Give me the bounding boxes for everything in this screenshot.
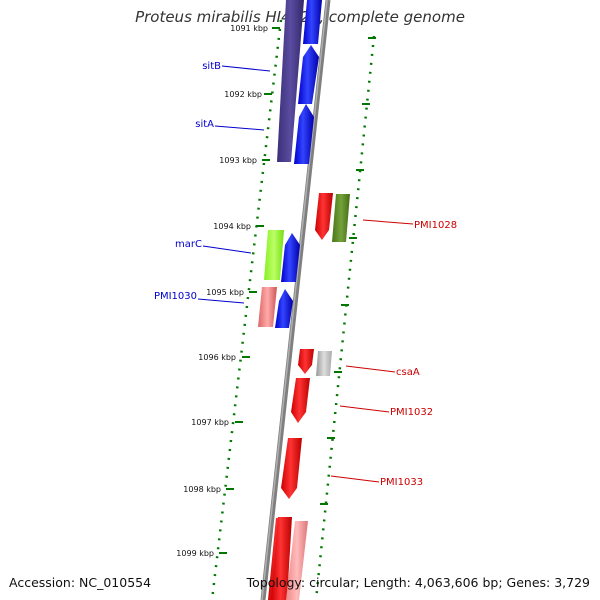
leader-line-marC (202, 245, 252, 254)
cds-arrow-PMI1032 (291, 378, 310, 423)
leader-line-PMI1032 (339, 405, 390, 413)
cog-block-PMI1028 (332, 194, 350, 242)
tick-label-1091: 1091 kbp (230, 24, 268, 33)
tick-label-1096: 1096 kbp (198, 353, 236, 362)
cog-block-bottom-right (286, 521, 308, 600)
cds-arrow-marC (281, 233, 300, 282)
cog-block-marC (264, 230, 284, 280)
tick-label-1092: 1092 kbp (224, 90, 262, 99)
forward-gene-labels: sitB sitA marC PMI1030 (154, 61, 271, 304)
reverse-cds-track (271, 193, 350, 600)
leader-line-PMI1030 (197, 298, 245, 304)
tick-marks (219, 27, 280, 554)
gene-label-sitB: sitB (202, 61, 221, 72)
cds-arrow-PMI1033 (281, 438, 302, 499)
cds-arrow-PMI1030 (275, 289, 293, 328)
leader-line-csaA (345, 365, 396, 373)
tick-label-1095: 1095 kbp (206, 288, 244, 297)
cds-arrow-top (303, 0, 322, 44)
gene-label-csaA: csaA (396, 367, 420, 378)
reverse-gene-labels: PMI1028 csaA PMI1032 PMI1033 (330, 219, 457, 488)
gene-label-PMI1032: PMI1032 (390, 407, 433, 418)
tick-label-1097: 1097 kbp (191, 418, 229, 427)
accession-label: Accession: NC_010554 (9, 575, 152, 590)
tick-labels: 1091 kbp 1092 kbp 1093 kbp 1094 kbp 1095… (176, 24, 268, 558)
gene-label-PMI1033: PMI1033 (380, 477, 423, 488)
backbone-line (260, 0, 331, 600)
forward-cds-track (275, 0, 322, 328)
cds-arrow-PMI1028 (315, 193, 333, 240)
cds-arrow-sitB (298, 45, 319, 104)
gene-label-marC: marC (175, 239, 202, 250)
tick-label-1098: 1098 kbp (183, 485, 221, 494)
gene-label-sitA: sitA (195, 119, 214, 130)
gene-label-PMI1030: PMI1030 (154, 291, 197, 302)
topology-label: Topology: circular; Length: 4,063,606 bp… (246, 575, 590, 590)
cds-arrow-sitA (294, 104, 314, 164)
backbone-highlight (261, 0, 328, 600)
leader-line-sitB (221, 65, 271, 72)
outer-dotted-ring (314, 35, 376, 600)
cog-block-csaA (316, 351, 332, 376)
inner-dotted-ring (210, 19, 283, 600)
outer-ring-dashes (320, 37, 376, 505)
gene-label-PMI1028: PMI1028 (414, 220, 457, 231)
tick-label-1099: 1099 kbp (176, 549, 214, 558)
cog-block-PMI1030 (258, 287, 277, 327)
leader-line-sitA (214, 125, 265, 131)
tick-label-1094: 1094 kbp (213, 222, 251, 231)
leader-line-PMI1028 (362, 219, 414, 225)
cds-arrow-bottom (271, 517, 292, 600)
leader-line-PMI1033 (330, 475, 380, 483)
cog-block-sitB-sitA (277, 0, 304, 162)
tick-label-1093: 1093 kbp (219, 156, 257, 165)
cds-arrow-csaA (298, 349, 314, 374)
